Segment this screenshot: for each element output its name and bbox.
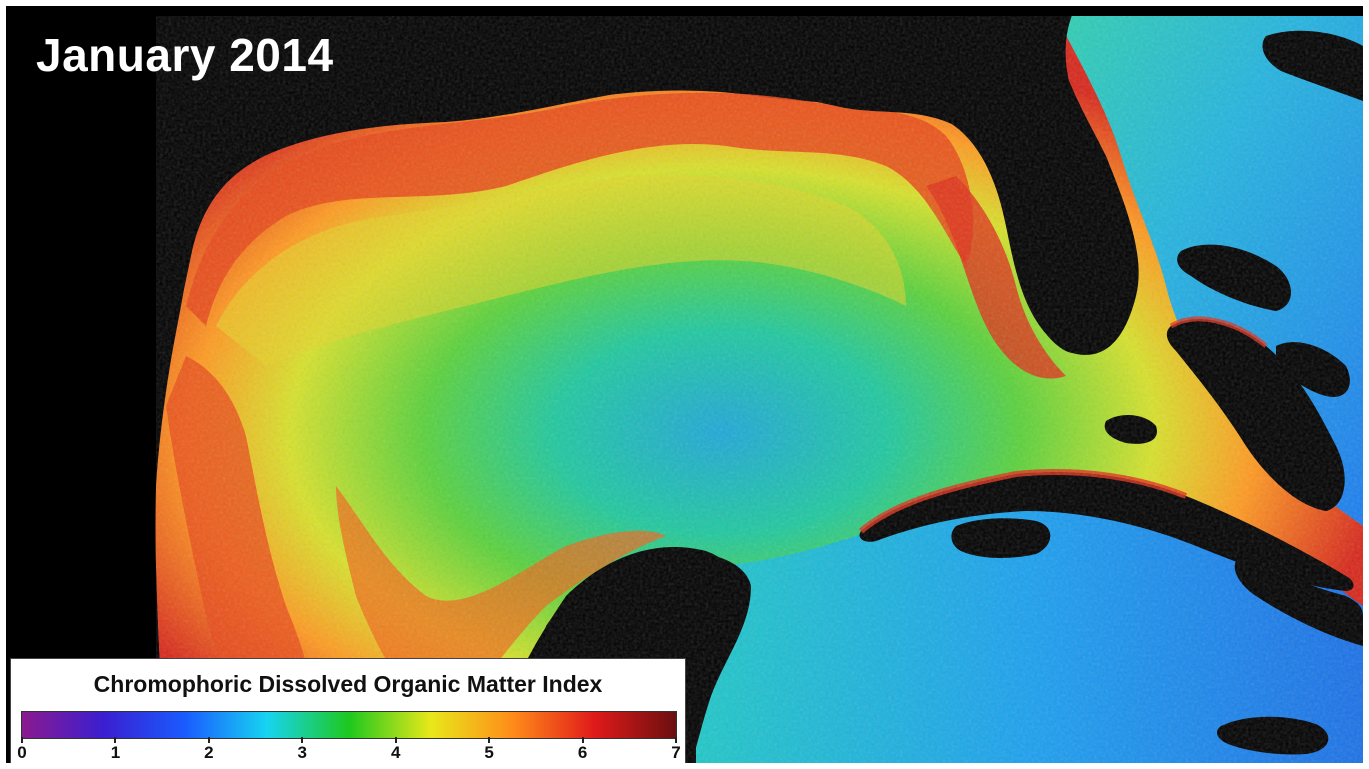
colorbar-tick	[21, 737, 23, 743]
colorbar-tick-label: 7	[671, 743, 681, 762]
colorbar-tick	[581, 737, 584, 743]
colorbar-legend: Chromophoric Dissolved Organic Matter In…	[10, 658, 686, 763]
colorbar-tick	[488, 737, 491, 743]
colorbar-tick	[675, 737, 677, 743]
colorbar-tick-label: 6	[577, 743, 588, 762]
colorbar-tick	[114, 737, 117, 743]
colorbar-tick-label: 4	[390, 743, 401, 762]
legend-title: Chromophoric Dissolved Organic Matter In…	[93, 671, 603, 697]
colorbar-tick	[207, 737, 210, 743]
cdom-map	[6, 6, 1363, 763]
map-title: January 2014	[36, 29, 334, 81]
colorbar-tick	[394, 737, 397, 743]
colorbar-tick-label: 3	[297, 743, 308, 762]
map-frame: January 2014 Chromophoric Dissolved Orga…	[6, 6, 1363, 763]
colorbar-tick-label: 5	[484, 743, 494, 762]
colorbar-tick-label: 0	[17, 743, 27, 762]
colorbar-tick-label: 2	[204, 743, 214, 762]
colorbar-tick	[301, 737, 304, 743]
colorbar	[21, 711, 677, 739]
colorbar-tick-label: 1	[110, 743, 121, 762]
